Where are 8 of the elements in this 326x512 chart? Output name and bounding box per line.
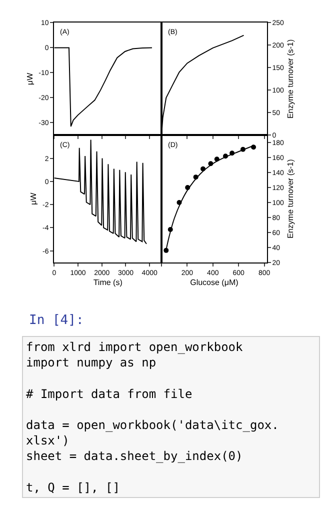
x-axis-title: Time (s)	[93, 278, 123, 287]
y2-axis-title: Enzyme turnover (s-1)	[286, 39, 296, 119]
y2-axis-title: Enzyme turnover (s-1)	[286, 158, 296, 238]
text: In [4]:	[29, 313, 84, 328]
y-axis-title: μW	[25, 72, 34, 86]
y-axis-title: μW	[29, 192, 38, 205]
text: from xlrd import open_workbook import numpy as np # Import data from file data = open_workbook('data\itc_gox. xlsx') sheet = data.sheet_by_index(0) t, Q = [], []	[26, 340, 279, 494]
x-axis-title: Glucose (μM)	[190, 278, 239, 287]
